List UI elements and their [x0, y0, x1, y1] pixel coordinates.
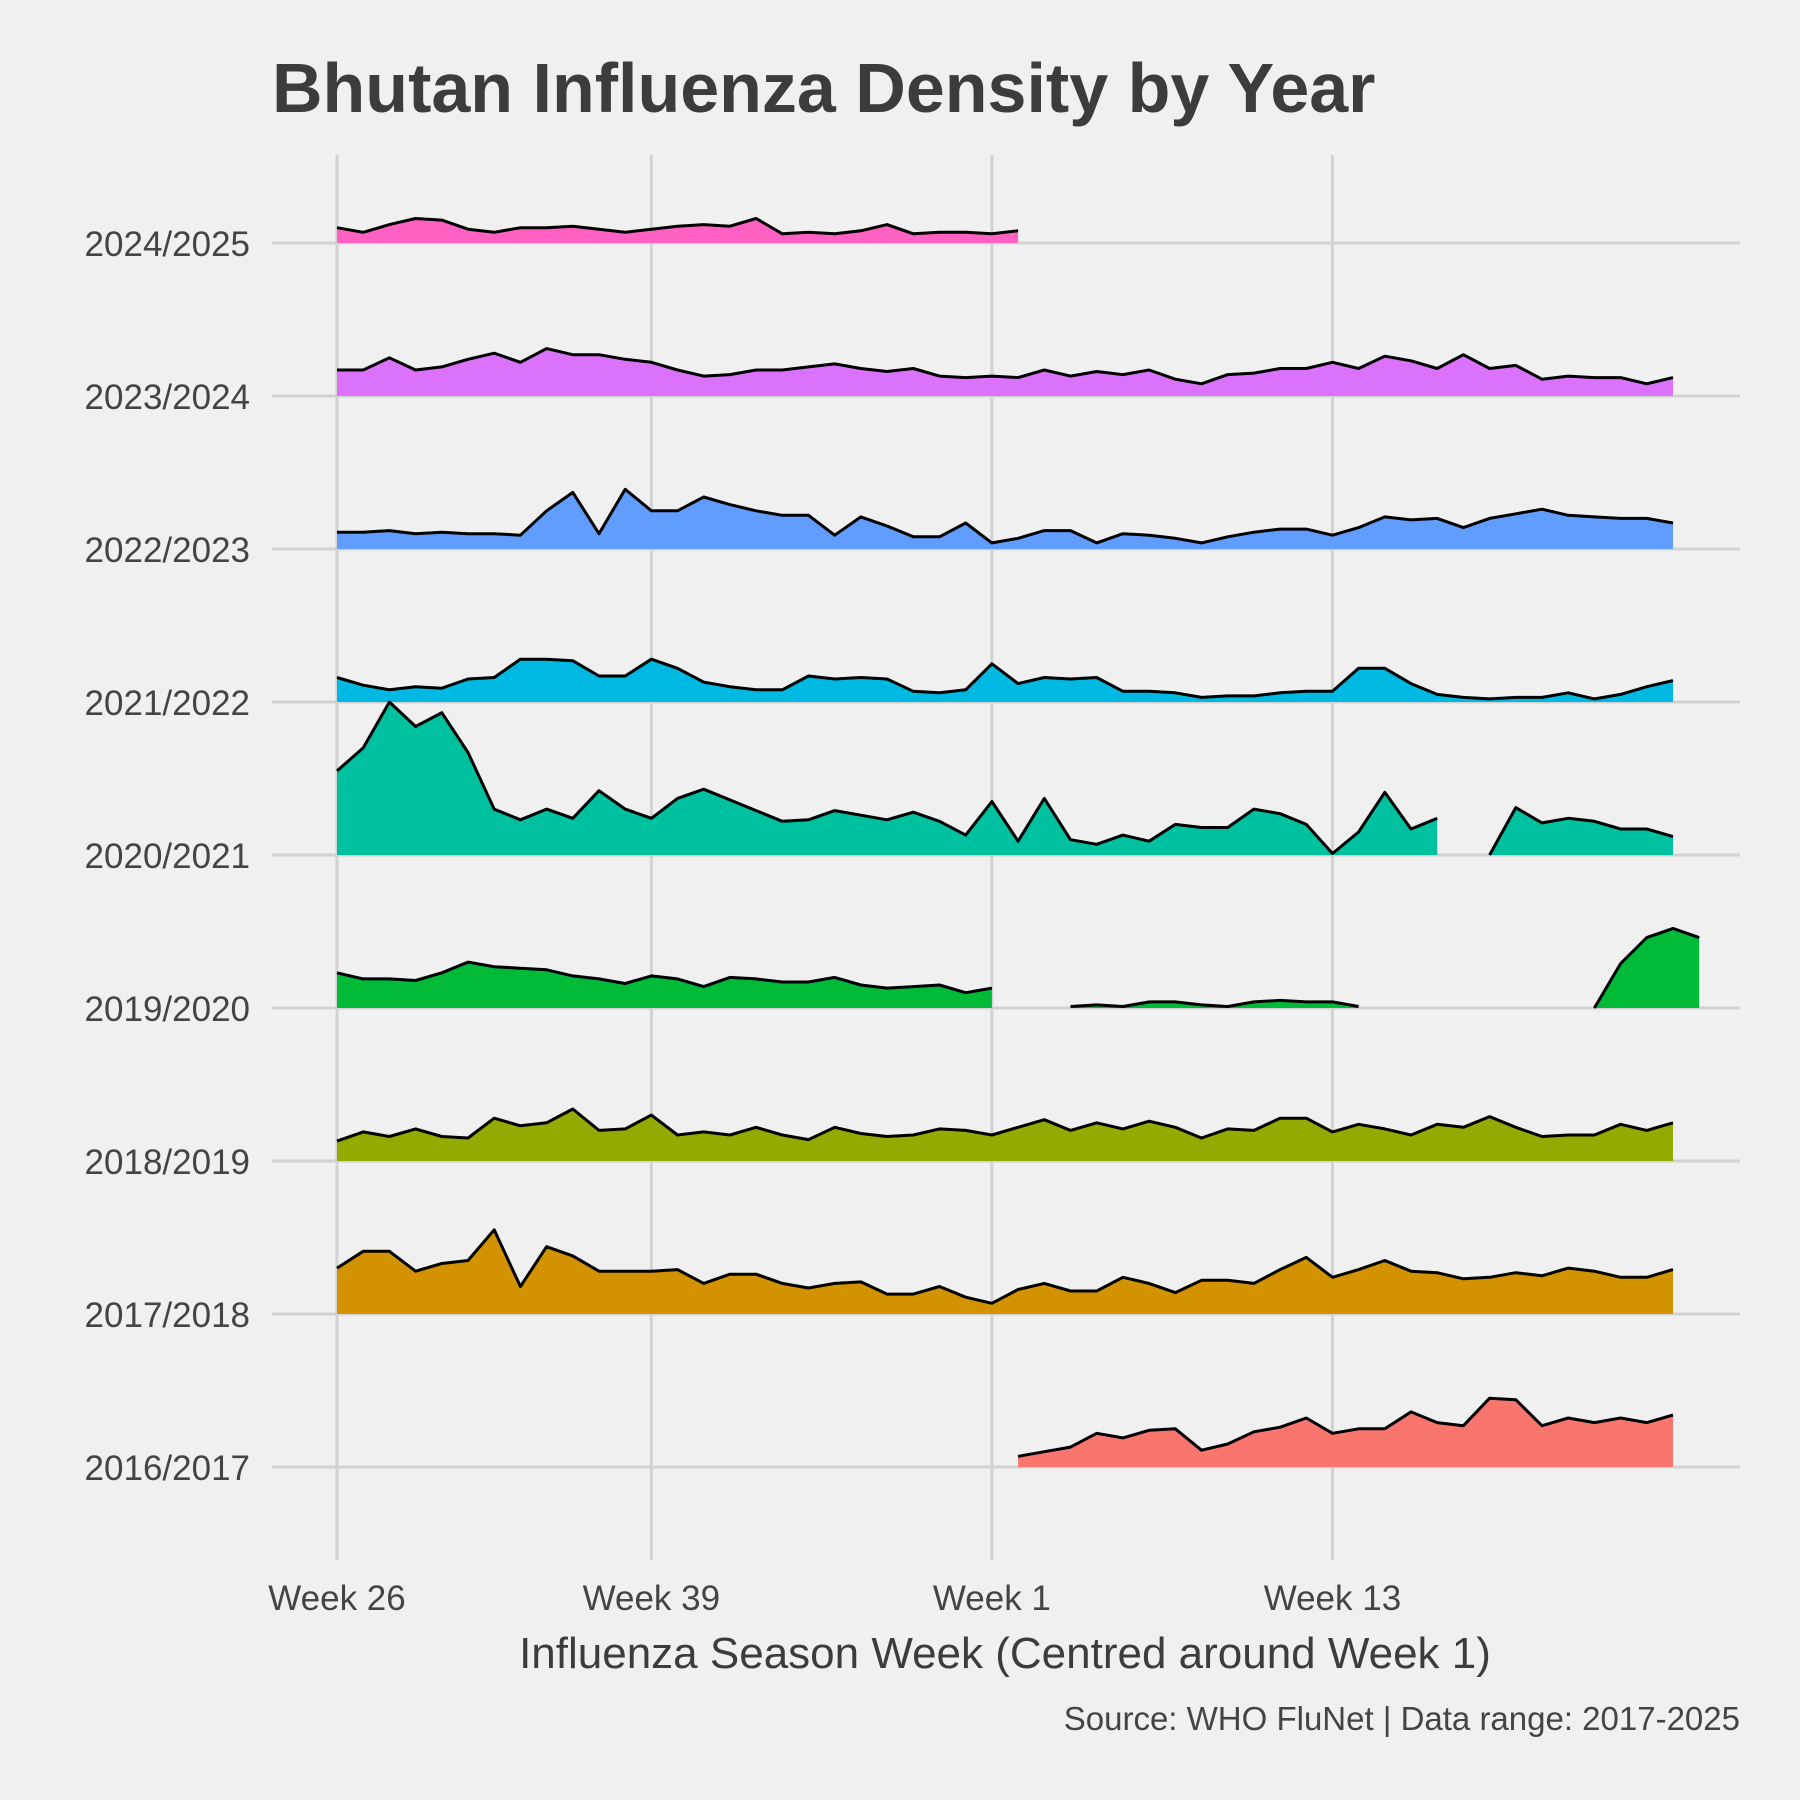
ridges — [337, 219, 1699, 1468]
x-tick-label: Week 1 — [933, 1579, 1051, 1618]
x-tick-label: Week 26 — [268, 1579, 406, 1618]
ridge-area — [1018, 1398, 1673, 1467]
y-tick-label: 2023/2024 — [85, 378, 250, 417]
chart-title: Bhutan Influenza Density by Year — [272, 49, 1375, 127]
x-axis-label: Influenza Season Week (Centred around We… — [519, 1629, 1491, 1678]
ridge-area — [337, 349, 1673, 396]
ridge-2022-2023 — [337, 489, 1673, 549]
y-axis: 2016/2017 2017/2018 2018/2019 2019/2020 2020… — [85, 225, 250, 1488]
ridge-area — [1594, 928, 1699, 1008]
ridge-area — [337, 1109, 1673, 1161]
y-tick-label: 2019/2020 — [85, 990, 250, 1029]
ridge-2024-2025 — [337, 219, 1018, 244]
y-tick-label: 2024/2025 — [85, 225, 250, 264]
ridge-2018-2019 — [337, 1109, 1673, 1161]
ridge-2021-2022 — [337, 659, 1673, 702]
ridge-2017-2018 — [337, 1230, 1673, 1314]
ridge-area — [337, 659, 1673, 702]
source-caption: Source: WHO FluNet | Data range: 2017-20… — [1064, 1700, 1740, 1737]
ridge-2016-2017 — [1018, 1398, 1673, 1467]
ridge-2020-2021 — [337, 702, 1673, 855]
ridge-area — [337, 962, 992, 1008]
y-tick-label: 2018/2019 — [85, 1143, 250, 1182]
x-axis: Week 26 Week 39 Week 1 Week 13 — [268, 1579, 1401, 1618]
y-tick-label: 2016/2017 — [85, 1449, 250, 1488]
x-tick-label: Week 13 — [1264, 1579, 1402, 1618]
y-tick-label: 2022/2023 — [85, 531, 250, 570]
y-tick-label: 2017/2018 — [85, 1296, 250, 1335]
ridge-2023-2024 — [337, 349, 1673, 396]
y-tick-label: 2020/2021 — [85, 837, 250, 876]
ridge-area — [1490, 808, 1673, 855]
y-tick-label: 2021/2022 — [85, 684, 250, 723]
ridge-area — [337, 1230, 1673, 1314]
ridge-area — [337, 219, 1018, 244]
ridge-2019-2020 — [337, 928, 1699, 1008]
ridge-area — [337, 702, 1437, 855]
x-tick-label: Week 39 — [583, 1579, 721, 1618]
